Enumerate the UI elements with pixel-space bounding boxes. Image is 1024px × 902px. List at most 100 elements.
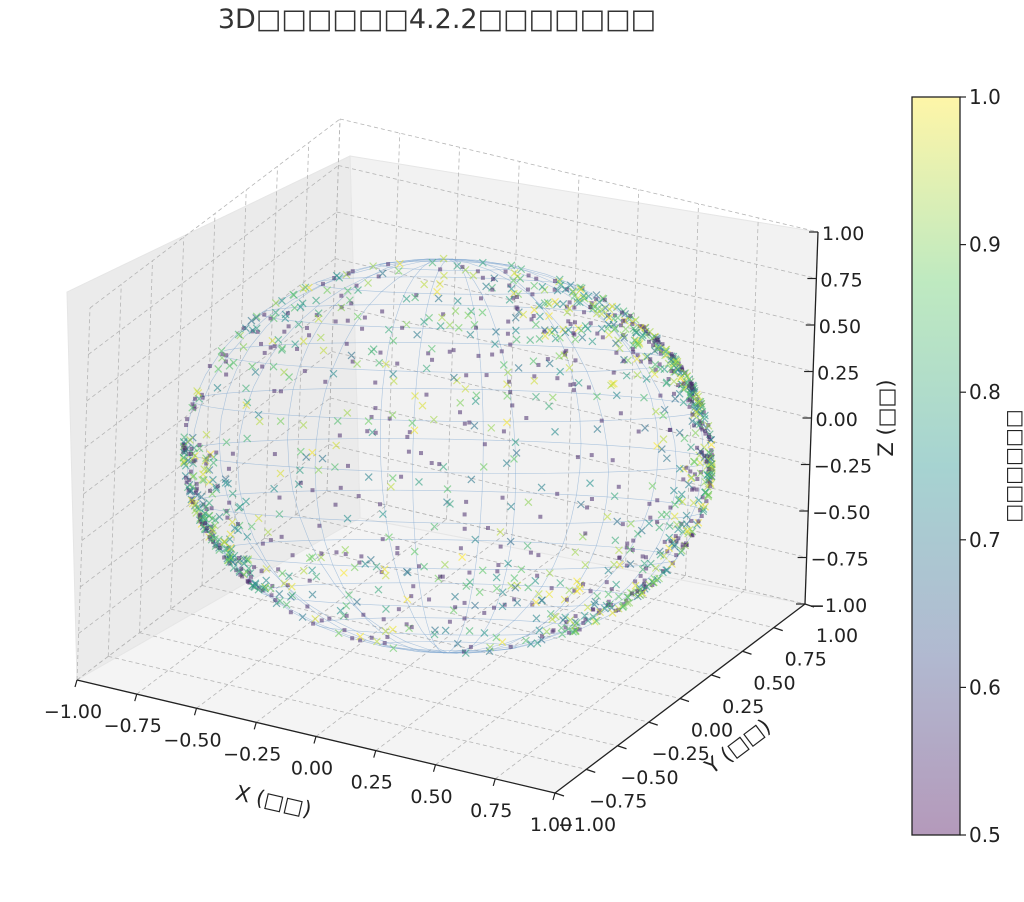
point-square bbox=[462, 512, 467, 517]
point-square bbox=[311, 621, 316, 626]
point-x bbox=[507, 284, 516, 293]
point-square bbox=[462, 616, 467, 621]
point-x bbox=[264, 528, 272, 537]
point-square bbox=[447, 349, 452, 354]
wireframe-longitude bbox=[412, 258, 449, 654]
point-square bbox=[211, 540, 216, 545]
point-x bbox=[451, 307, 460, 315]
point-square bbox=[360, 326, 365, 331]
point-x bbox=[659, 568, 667, 577]
point-x bbox=[531, 576, 540, 585]
point-x bbox=[611, 536, 620, 545]
point-x bbox=[431, 626, 439, 635]
point-x bbox=[551, 427, 559, 436]
point-x bbox=[251, 580, 260, 589]
point-x bbox=[214, 364, 223, 373]
grid-line bbox=[335, 258, 814, 372]
point-x bbox=[511, 583, 520, 592]
point-x bbox=[625, 315, 634, 324]
point-square bbox=[482, 610, 487, 615]
point-x bbox=[372, 637, 381, 646]
point-x bbox=[545, 359, 554, 368]
point-square bbox=[192, 406, 197, 411]
point-x bbox=[545, 590, 554, 599]
point-square bbox=[552, 287, 557, 292]
point-square bbox=[207, 363, 212, 368]
point-square bbox=[268, 316, 273, 321]
point-x bbox=[593, 592, 602, 600]
point-square bbox=[695, 477, 700, 482]
point-square bbox=[188, 469, 193, 474]
point-x bbox=[689, 457, 698, 466]
point-x bbox=[665, 522, 674, 530]
point-x bbox=[291, 340, 300, 349]
point-square bbox=[648, 357, 653, 362]
point-square bbox=[525, 287, 530, 292]
point-x bbox=[607, 381, 615, 390]
point-square bbox=[194, 488, 199, 493]
point-square bbox=[184, 423, 189, 428]
point-x bbox=[650, 370, 659, 379]
point-x bbox=[453, 639, 462, 648]
point-square bbox=[380, 537, 385, 542]
z-tick-label: −0.25 bbox=[814, 456, 872, 478]
point-x bbox=[422, 364, 431, 373]
point-x bbox=[621, 325, 630, 333]
point-x bbox=[211, 515, 220, 524]
point-x bbox=[637, 526, 646, 535]
point-square bbox=[204, 461, 209, 466]
point-square bbox=[411, 584, 416, 589]
point-square bbox=[224, 372, 229, 377]
point-x bbox=[439, 254, 448, 263]
point-x bbox=[575, 584, 584, 593]
point-x bbox=[201, 509, 209, 518]
point-x bbox=[631, 328, 640, 337]
colorbar-tick-label: 0.6 bbox=[969, 675, 1001, 699]
point-x bbox=[565, 363, 574, 372]
x-tick-mark bbox=[74, 679, 78, 688]
point-x bbox=[319, 346, 328, 355]
grid-line bbox=[232, 189, 247, 562]
point-x bbox=[308, 590, 317, 599]
point-square bbox=[259, 341, 264, 346]
point-square bbox=[667, 427, 672, 432]
y-tick-label: 0.75 bbox=[785, 649, 827, 671]
point-x bbox=[535, 335, 544, 343]
point-square bbox=[564, 287, 569, 292]
point-square bbox=[220, 352, 225, 357]
grid-line bbox=[264, 166, 278, 539]
point-x bbox=[514, 363, 523, 372]
point-x bbox=[461, 384, 470, 393]
point-square bbox=[643, 329, 648, 334]
point-square bbox=[186, 451, 191, 456]
point-square bbox=[643, 555, 648, 560]
point-x bbox=[254, 410, 263, 419]
x-tick-mark bbox=[253, 722, 257, 730]
point-x bbox=[339, 568, 348, 577]
point-square bbox=[709, 448, 714, 453]
point-square bbox=[611, 370, 616, 375]
point-x bbox=[475, 588, 484, 597]
point-square bbox=[333, 319, 338, 324]
point-square bbox=[204, 525, 209, 530]
point-x bbox=[640, 559, 649, 568]
point-x bbox=[604, 590, 613, 599]
point-square bbox=[628, 313, 633, 318]
point-square bbox=[427, 597, 432, 602]
point-x bbox=[511, 326, 520, 335]
point-x bbox=[366, 555, 375, 564]
point-x bbox=[478, 258, 487, 267]
point-x bbox=[620, 333, 629, 342]
point-x bbox=[538, 282, 547, 291]
point-square bbox=[567, 300, 572, 305]
point-x bbox=[691, 428, 700, 437]
point-x bbox=[687, 474, 695, 483]
point-x bbox=[369, 262, 378, 271]
point-square bbox=[277, 495, 282, 500]
z-tick-label: 0.25 bbox=[817, 363, 859, 385]
point-x bbox=[651, 407, 660, 416]
point-x bbox=[513, 598, 522, 607]
point-square bbox=[573, 358, 578, 363]
point-square bbox=[703, 428, 708, 433]
point-x bbox=[687, 443, 695, 452]
